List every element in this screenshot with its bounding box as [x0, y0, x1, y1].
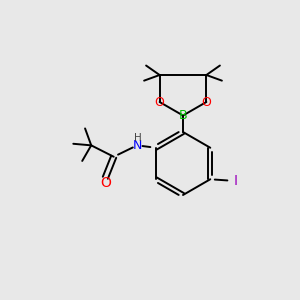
Text: B: B — [179, 109, 187, 122]
Text: I: I — [233, 174, 238, 188]
Text: O: O — [201, 95, 211, 109]
Text: O: O — [155, 95, 165, 109]
Text: O: O — [100, 176, 111, 190]
Text: N: N — [132, 139, 142, 152]
Text: H: H — [134, 134, 142, 143]
